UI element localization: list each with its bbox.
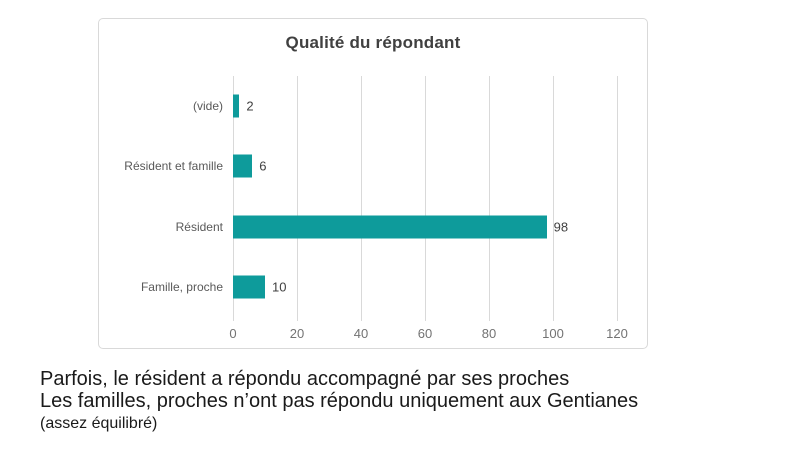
x-tick-label-60: 60 — [417, 326, 433, 341]
gridline-0 — [233, 76, 234, 317]
chart-row: Famille, proche 10 — [141, 257, 649, 317]
category-label: Famille, proche — [140, 279, 223, 294]
tick-mark-120 — [617, 317, 618, 321]
note-line-2: Les familles, proches n’ont pas répondu … — [40, 390, 639, 412]
gridline-100 — [553, 76, 554, 317]
chart-row: Résident 98 — [176, 197, 649, 257]
tick-mark-0 — [233, 317, 234, 321]
chart-title: Qualité du répondant — [285, 33, 461, 52]
value-label: 10 — [272, 279, 287, 295]
value-label: 98 — [553, 219, 569, 235]
bar-2 — [233, 154, 253, 178]
x-tick-label-20: 20 — [289, 326, 305, 341]
gridline-60 — [425, 76, 426, 317]
note-line-3: (assez équilibré) — [40, 415, 158, 432]
x-tick-label-120: 120 — [606, 326, 628, 341]
tick-mark-100 — [553, 317, 554, 321]
gridline-40 — [361, 76, 362, 317]
bar-3 — [233, 215, 547, 239]
tick-mark-80 — [489, 317, 490, 321]
x-tick-label-40: 40 — [353, 326, 369, 341]
gridline-80 — [489, 76, 490, 317]
bar-1 — [233, 94, 240, 118]
bar-4 — [233, 275, 265, 299]
gridline-20 — [297, 76, 298, 317]
tick-mark-40 — [361, 317, 362, 321]
tick-mark-60 — [425, 317, 426, 321]
x-tick-label-80: 80 — [481, 326, 497, 341]
notes-block: Parfois, le résident a répondu accompagn… — [40, 368, 793, 434]
x-tick-label-100: 100 — [542, 326, 564, 341]
category-label: Résident — [175, 219, 223, 234]
category-label: Résident et famille — [124, 159, 223, 174]
x-tick-label-0: 0 — [229, 326, 237, 341]
bar-chart: Qualité du répondant 0 20 40 60 80 100 120 (vid… — [98, 18, 648, 349]
category-label: (vide) — [192, 99, 223, 114]
chart-row: (vide) 2 — [193, 76, 649, 136]
gridline-120 — [617, 76, 618, 317]
chart-row: Résident et famille 6 — [124, 136, 649, 196]
value-label: 6 — [259, 158, 267, 174]
value-label: 2 — [246, 98, 254, 114]
plot-area: 0 20 40 60 80 100 120 (vide) 2 Résident et famill… — [124, 76, 649, 341]
tick-mark-20 — [297, 317, 298, 321]
note-line-1: Parfois, le résident a répondu accompagn… — [40, 368, 570, 390]
